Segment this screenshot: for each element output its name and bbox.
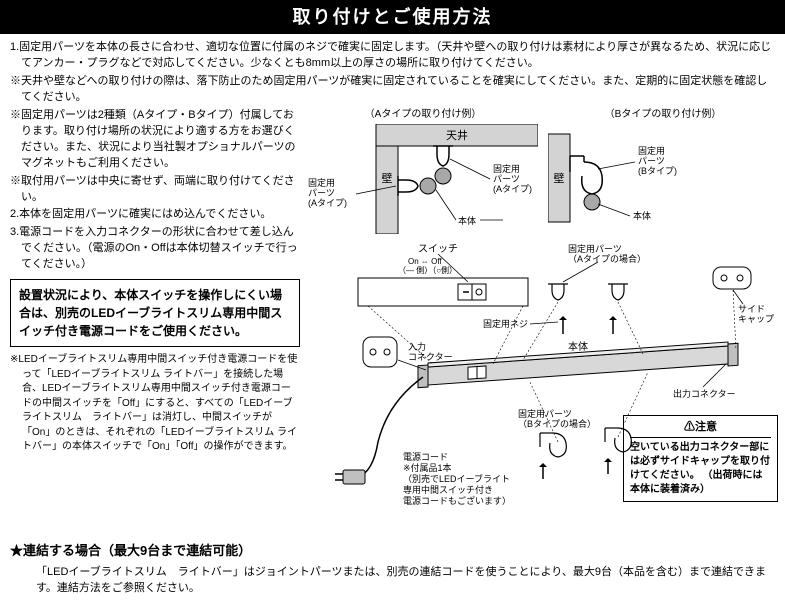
sub-note: ※LEDイーブライトスリム専用中間スイッチ付き電源コードを使って「LEDイーブラ… [10,353,300,455]
label-fix-b: 固定用 パーツ (Bタイプ) [638,145,677,176]
caution-title: ⚠注意 [630,420,771,438]
label-side-cap: サイド キャップ [738,304,774,324]
left-note-4: 3.電源コードを入力コネクターの形状に合わせて差し込んでください。（電源のOn・… [10,225,300,273]
diagram-a-title: （Aタイプの取り付け例） [308,108,538,123]
label-switch: スイッチ [418,243,458,255]
label-fix-a-left: 固定用 パーツ (Aタイプ) [308,177,347,208]
note-2: ※天井や壁などへの取り付けの際は、落下防止のため固定用パーツが確実に固定されてい… [10,74,775,106]
label-fix-parts-b: 固定用パーツ （Bタイプの場合） [518,408,596,429]
page-header: 取り付けとご使用方法 [0,0,785,34]
star-heading: ★連結する場合（最大9台まで連結可能） [10,542,775,561]
boxed-note: 設置状況により、本体スイッチを操作しにくい場合は、別売のLEDイーブライトスリム… [10,279,300,347]
label-fix-parts-a: 固定用パーツ （Aタイプの場合） [568,243,646,264]
diagram-a: 天井 壁 [308,124,538,234]
left-note-3: 2.本体を固定用パーツに確実にはめ込んでください。 [10,207,300,223]
label-fix-a-right: 固定用 パーツ (Aタイプ) [493,163,532,194]
label-fix-screw: 固定用ネジ [483,318,528,329]
note-1: 1.固定用パーツを本体の長さに合わせ、適切な位置に付属のネジで確実に固定します。… [10,40,775,72]
diagram-b: 壁 固定用 パーツ (Bタイプ) [548,124,748,234]
label-body-main: 本体 [568,340,588,353]
label-ceiling: 天井 [446,128,468,142]
content-area: 1.固定用パーツを本体の長さに合わせ、適切な位置に付属のネジで確実に固定します。… [0,34,785,603]
left-note-1: ※固定用パーツは2種類（Aタイプ・Bタイプ）付属しております。取り付け場所の状況… [10,108,300,172]
label-power-cord: 電源コード ※付属品1本 （別売でLEDイーブライト 専用中間スイッチ付き 電源… [403,452,512,506]
caution-box: ⚠注意 空いている出力コネクター部には必ずサイドキャップを取り付けてください。 … [623,415,778,502]
caution-body: 空いている出力コネクター部には必ずサイドキャップを取り付けてください。 （出荷時… [630,441,771,497]
star-body: 「LEDイーブライトスリム ライトバー」はジョイントパーツまたは、別売の連結コー… [10,565,775,597]
left-column: ※固定用パーツは2種類（Aタイプ・Bタイプ）付属しております。取り付け場所の状況… [10,108,300,533]
label-input-conn: 入力 コネクター [408,341,453,362]
label-onoff: On ⇔ Off （― 側）（○側） [398,257,457,275]
left-note-2: ※取付用パーツは中央に寄せず、両端に取り付けてください。 [10,174,300,206]
label-body-a: 本体 [458,215,476,226]
diagram-a-box: （Aタイプの取り付け例） 天井 壁 [308,108,538,235]
diagram-b-box: （Bタイプの取り付け例） 壁 固定用 [548,108,778,235]
label-output-conn: 出力コネクター [673,388,736,399]
label-wall: 壁 [382,171,393,185]
right-column: （Aタイプの取り付け例） 天井 壁 [308,108,778,533]
label-wall-b: 壁 [554,171,565,185]
label-body-b: 本体 [633,210,651,221]
diagram-b-title: （Bタイプの取り付け例） [548,108,778,123]
